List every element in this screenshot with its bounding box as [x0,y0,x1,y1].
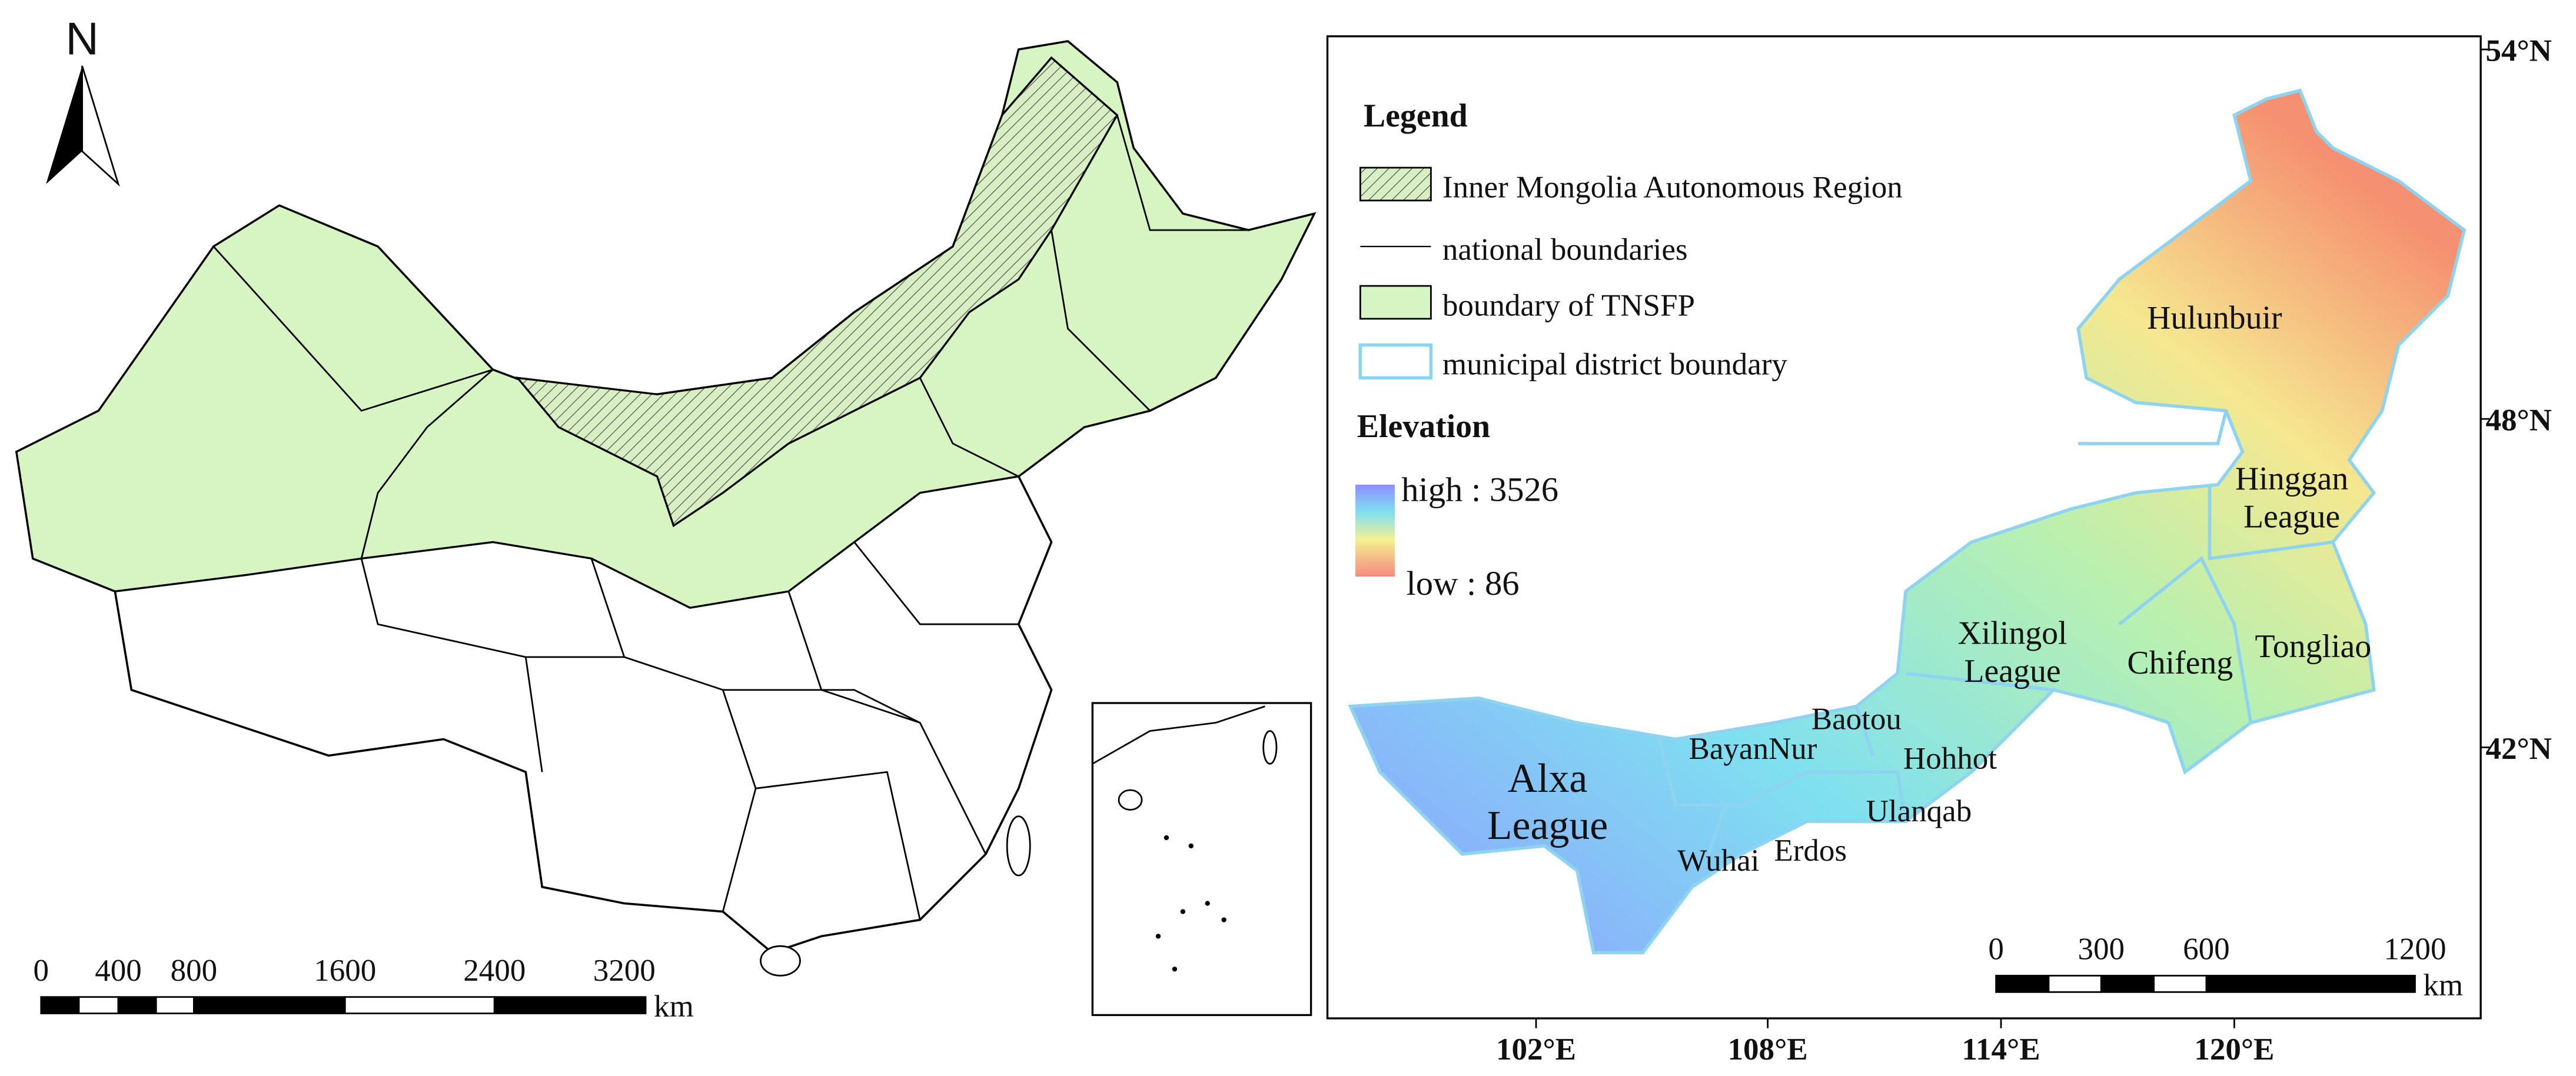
scale-unit: km [2423,968,2463,1002]
place-label-line: Baotou [1811,702,1902,737]
lat-label: 42°N [2485,732,2552,766]
place-label-line: Wuhai [1677,844,1759,878]
graticule-ticks [1535,48,2491,1028]
lat-label: 48°N [2485,404,2552,438]
taiwan [1006,815,1031,877]
place-label: Wuhai [1677,844,1759,878]
scale-unit: km [654,990,694,1024]
elevation-region [1348,88,2467,955]
south-china-sea-inset [1091,702,1312,1017]
place-label-line: Erdos [1774,834,1847,868]
scale-tick: 0 [34,954,49,988]
inner-mongolia [515,56,1119,528]
place-label-line: League [1964,653,2060,689]
place-label-line: League [1487,803,1608,848]
place-label-line: Hohhot [1903,742,1997,776]
place-label: Alxa League [1487,756,1608,848]
lon-label: 114°E [1962,1032,2040,1067]
legend-swatch [1358,343,1433,380]
place-label: Ulanqab [1866,794,1972,828]
place-label: Hulunbuir [2147,300,2282,337]
lon-label: 120°E [2194,1032,2274,1067]
lon-label: 108°E [1728,1032,1808,1067]
north-label: N [65,12,98,64]
china-map: N 0 400 800 1600 2400 3200 km [15,12,1317,1024]
place-label: Baotou [1811,702,1902,737]
place-label-line: Xilingol [1958,615,2068,652]
elevation-title: Elevation [1357,408,1490,445]
north-arrow [81,65,120,187]
scale-bar [40,996,647,1015]
scale-tick: 1200 [2384,932,2446,967]
inner-mongolia-map: Legend Inner Mongolia Autonomous Region … [1326,34,2552,1067]
place-label-line: Hulunbuir [2147,300,2282,337]
scale-tick: 2400 [463,954,526,988]
elevation-high: high : 3526 [1401,471,1558,509]
lat-label: 54°N [2485,34,2552,68]
place-label-line: Hinggan [2235,461,2348,497]
legend-label: Inner Mongolia Autonomous Region [1442,170,1903,204]
elevation-low: low : 86 [1406,564,1519,602]
place-label-line: BayanNur [1689,732,1817,766]
place-label: Tongliao [2255,628,2372,665]
hainan [760,945,801,977]
legend-title: Legend [1364,98,1468,134]
place-label-line: League [2243,498,2340,535]
place-label: Erdos [1774,834,1847,868]
scale-tick: 0 [1988,932,2004,967]
scale-tick: 1600 [314,954,376,988]
scale-tick: 3200 [593,954,656,988]
province-lines [212,115,1249,920]
legend-label: boundary of TNSFP [1442,288,1695,322]
place-label-line: Chifeng [2127,645,2233,681]
legend-label: municipal district boundary [1442,348,1787,382]
place-label-line: Alxa [1508,756,1588,801]
district-lines [1657,410,2334,855]
place-label: BayanNur [1689,732,1817,766]
scale-tick: 800 [171,954,218,988]
legend-label: national boundaries [1442,232,1688,266]
elevation-ramp [1355,484,1395,577]
place-label: Chifeng [2127,645,2233,681]
place-label: Hohhot [1903,742,1997,776]
place-label-line: Tongliao [2255,628,2372,665]
scale-bar [1995,975,2416,993]
place-label: Hinggan League [2235,461,2348,535]
lon-label: 102°E [1496,1032,1576,1067]
scale-tick: 400 [95,954,142,988]
scale-tick: 300 [2078,932,2125,967]
place-label-line: Ulanqab [1866,794,1972,828]
legend-swatch [1359,285,1432,320]
legend-swatch [1359,166,1432,202]
place-label: Xilingol League [1958,615,2068,689]
scale-tick: 600 [2183,932,2230,967]
north-arrow [46,65,82,184]
